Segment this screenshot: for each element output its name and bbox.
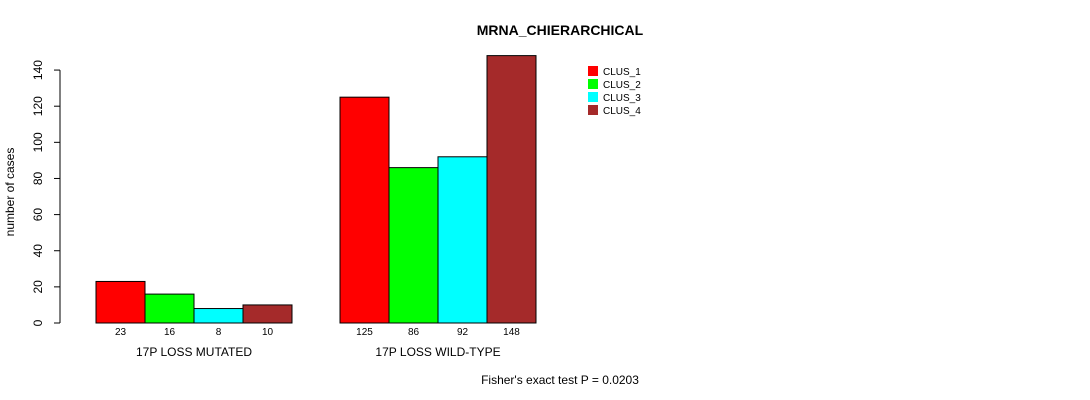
legend-swatch — [588, 92, 598, 102]
bar-clus-3-group-1 — [193, 308, 244, 324]
y-tick-label: 140 — [31, 60, 45, 80]
bar-value-label: 125 — [356, 327, 373, 338]
bar-value-label: 92 — [457, 327, 469, 338]
bar-value-label: 10 — [262, 327, 274, 338]
y-tick-label: 20 — [31, 280, 45, 294]
group-label: 17P LOSS MUTATED — [136, 345, 252, 359]
y-axis: 0 20 40 60 80 100 120 140 — [31, 60, 61, 326]
legend-label: CLUS_4 — [603, 106, 641, 117]
legend-swatch — [588, 79, 598, 89]
bars-layer — [95, 55, 537, 324]
y-tick-label: 40 — [31, 244, 45, 258]
y-tick-label: 120 — [31, 96, 45, 116]
legend-label: CLUS_2 — [603, 80, 641, 91]
y-tick-label: 100 — [31, 132, 45, 152]
bar-value-label: 86 — [408, 327, 420, 338]
bar-value-label: 148 — [503, 327, 520, 338]
bar-value-label: 8 — [216, 327, 222, 338]
y-axis-label: number of cases — [3, 148, 17, 237]
bar-value-label: 23 — [115, 327, 127, 338]
legend-swatch — [588, 66, 598, 76]
value-labels-layer: 23 16 8 10 125 86 92 148 — [115, 327, 520, 338]
bar-clus-1-group-1 — [95, 280, 146, 324]
bar-clus-4-group-1 — [242, 304, 293, 324]
fisher-test-footnote: Fisher's exact test P = 0.0203 — [481, 373, 639, 387]
legend: CLUS_1 CLUS_2 CLUS_3 CLUS_4 — [588, 66, 641, 117]
legend-label: CLUS_3 — [603, 93, 641, 104]
bar-value-label: 16 — [164, 327, 176, 338]
y-tick-label: 60 — [31, 208, 45, 222]
legend-swatch — [588, 105, 598, 115]
bar-clus-2-group-2 — [388, 167, 439, 324]
bar-clus-3-group-2 — [437, 156, 488, 324]
y-tick-label: 80 — [31, 171, 45, 185]
group-label: 17P LOSS WILD-TYPE — [375, 345, 500, 359]
bar-clus-2-group-1 — [144, 293, 195, 324]
legend-label: CLUS_1 — [603, 67, 641, 78]
bar-clus-4-group-2 — [486, 55, 537, 324]
bar-clus-1-group-2 — [339, 96, 390, 324]
group-labels-layer: 17P LOSS MUTATED 17P LOSS WILD-TYPE — [136, 345, 501, 359]
y-tick-label: 0 — [31, 319, 45, 326]
chart-title: MRNA_CHIERARCHICAL — [477, 22, 644, 38]
